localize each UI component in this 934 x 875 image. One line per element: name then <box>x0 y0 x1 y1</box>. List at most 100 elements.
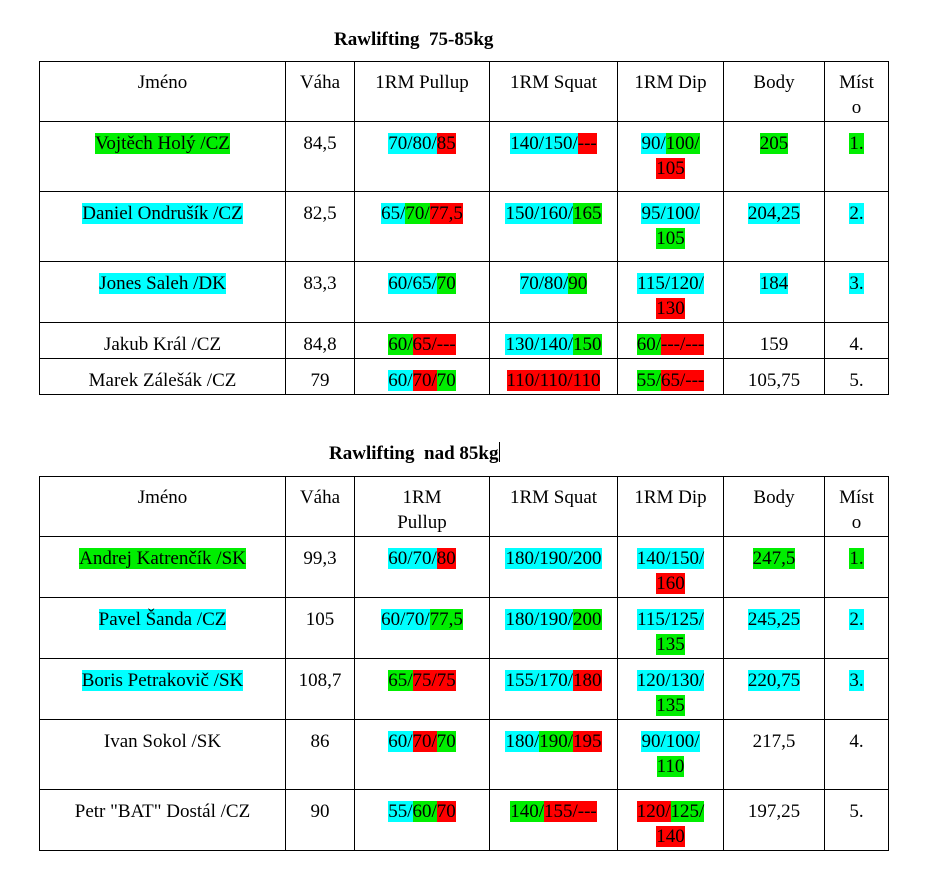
cell-weight: 83,3 <box>285 261 355 323</box>
squat-attempt: 150/160/ <box>505 203 574 224</box>
header-label: Míst <box>839 72 874 93</box>
cell-squat: 70/80/90 <box>489 261 618 323</box>
body-weight: 82,5 <box>303 203 337 224</box>
dip-attempt: 135 <box>656 695 685 716</box>
cell-points: 217,5 <box>723 719 825 790</box>
cell-dip: 55/65/--- <box>617 358 724 395</box>
header-squat: 1RM Squat <box>489 61 618 122</box>
cell-squat: 180/190/195 <box>489 719 618 790</box>
cell-pullup: 60/70/77,5 <box>354 597 490 659</box>
cell-weight: 86 <box>285 719 355 790</box>
squat-attempt: 200 <box>573 609 602 630</box>
place-value: 2. <box>849 609 864 630</box>
header-label: 1RM Squat <box>509 487 598 508</box>
squat-attempt: 180/190/ <box>505 609 574 630</box>
body-weight: 86 <box>310 731 330 752</box>
table-row: Petr "BAT" Dostál /CZ 90 55/60/70 140/155/-… <box>39 789 889 851</box>
cell-squat: 110/110/110 <box>489 358 618 395</box>
dip-attempt: 100/ <box>665 133 700 154</box>
cell-name: Boris Petrakovič /SK <box>39 658 286 720</box>
cell-points: 184 <box>723 261 825 323</box>
cell-dip: 95/100/105 <box>617 191 724 262</box>
cell-place: 2. <box>824 191 889 262</box>
cell-points: 245,25 <box>723 597 825 659</box>
cell-dip: 60/---/--- <box>617 322 724 359</box>
pullup-attempt: 80 <box>436 548 456 569</box>
dip-attempt: 60/ <box>636 334 662 355</box>
cell-pullup: 60/65/--- <box>354 322 490 359</box>
header-label: o <box>851 512 862 533</box>
header-label: Pullup <box>397 512 447 533</box>
squat-attempt: 150 <box>573 334 602 355</box>
header-label: 1RM Pullup <box>375 72 469 93</box>
squat-attempt: 190/ <box>539 731 574 752</box>
dip-attempt: 120/ <box>636 801 671 822</box>
cell-place: 5. <box>824 789 889 851</box>
body-weight: 90 <box>310 801 330 822</box>
points-value: 247,5 <box>752 548 796 569</box>
pullup-attempt: 65/--- <box>412 334 456 355</box>
athlete-name: Pavel Šanda /CZ <box>98 609 227 630</box>
results-table-75-85kg: Jméno Váha 1RM Pullup 1RM Squat 1RM Dip Body M… <box>39 61 889 395</box>
body-weight: 108,7 <box>298 670 342 691</box>
header-weight: Váha <box>285 476 355 537</box>
dip-attempt: 115/120/ <box>637 273 704 294</box>
cell-name: Daniel Ondrušík /CZ <box>39 191 286 262</box>
points-value: 197,25 <box>747 801 801 822</box>
squat-attempt: 140/ <box>510 801 544 822</box>
athlete-name: Daniel Ondrušík /CZ <box>82 203 243 224</box>
cell-pullup: 65/70/77,5 <box>354 191 490 262</box>
table-row: Boris Petrakovič /SK 108,7 65/75/75 155/170… <box>39 658 889 720</box>
squat-attempt: 110/110/110 <box>506 370 601 391</box>
squat-attempt: 195 <box>573 731 602 752</box>
dip-attempt: 105 <box>656 228 685 249</box>
dip-attempt: 95/100/ <box>641 203 700 224</box>
place-value: 4. <box>849 334 864 355</box>
header-name: Jméno <box>39 476 286 537</box>
dip-attempt: 55/ <box>636 370 661 391</box>
pullup-attempt: 60/70/ <box>388 548 437 569</box>
body-weight: 105 <box>305 609 335 630</box>
header-weight: Váha <box>285 61 355 122</box>
cell-points: 220,75 <box>723 658 825 720</box>
dip-attempt: 140/150/ <box>636 548 705 569</box>
pullup-attempt: 77,5 <box>429 203 463 224</box>
header-dip: 1RM Dip <box>617 476 724 537</box>
pullup-attempt: 60/ <box>412 801 437 822</box>
cell-name: Petr "BAT" Dostál /CZ <box>39 789 286 851</box>
cell-points: 204,25 <box>723 191 825 262</box>
squat-attempt: 180/190/200 <box>505 548 602 569</box>
results-table-over-85kg: Jméno Váha 1RM Pullup 1RM Squat 1RM Dip Body Mí… <box>39 476 889 851</box>
body-weight: 84,8 <box>303 334 337 355</box>
header-label: Body <box>753 72 795 93</box>
cell-pullup: 55/60/70 <box>354 789 490 851</box>
header-squat: 1RM Squat <box>489 476 618 537</box>
cell-squat: 150/160/165 <box>489 191 618 262</box>
cell-dip: 140/150/160 <box>617 536 724 598</box>
athlete-name: Jakub Král /CZ <box>103 334 222 355</box>
body-weight: 84,5 <box>303 133 337 154</box>
body-weight: 79 <box>310 370 330 391</box>
table-row: Jakub Král /CZ 84,8 60/65/--- 130/140/150 60… <box>39 322 889 359</box>
cell-name: Marek Zálešák /CZ <box>39 358 286 395</box>
pullup-attempt: 75/75 <box>412 670 456 691</box>
dip-attempt: 120/130/ <box>636 670 705 691</box>
pullup-attempt: 60/ <box>388 370 413 391</box>
dip-attempt: 90/ <box>641 133 666 154</box>
cell-place: 2. <box>824 597 889 659</box>
table-row: Daniel Ondrušík /CZ 82,5 65/70/77,5 150/160… <box>39 191 889 262</box>
cell-dip: 115/120/130 <box>617 261 724 323</box>
athlete-name: Marek Zálešák /CZ <box>88 370 237 391</box>
cell-weight: 90 <box>285 789 355 851</box>
table-row: Andrej Katrenčík /SK 99,3 60/70/80 180/190/… <box>39 536 889 598</box>
pullup-attempt: 70 <box>436 731 456 752</box>
place-value: 1. <box>849 548 864 569</box>
header-row: Jméno Váha 1RM Pullup 1RM Squat 1RM Dip Body Mí… <box>39 476 889 537</box>
dip-attempt: 125/ <box>670 801 705 822</box>
pullup-attempt: 70 <box>436 801 456 822</box>
header-label: 1RM Dip <box>634 487 707 508</box>
cell-squat: 180/190/200 <box>489 536 618 598</box>
squat-attempt: 180/ <box>505 731 540 752</box>
cell-name: Pavel Šanda /CZ <box>39 597 286 659</box>
header-label: 1RM <box>402 487 442 508</box>
